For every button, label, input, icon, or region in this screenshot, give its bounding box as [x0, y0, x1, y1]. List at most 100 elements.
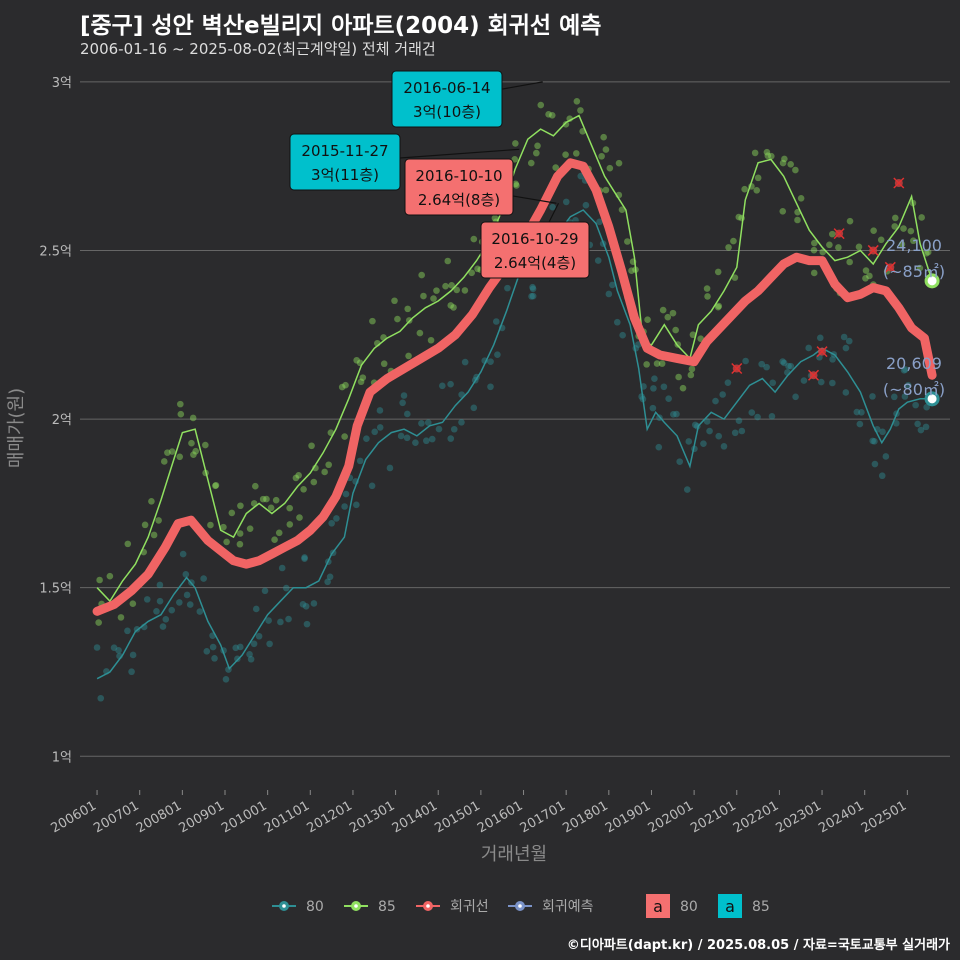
scatter-point-80 [715, 432, 723, 440]
scatter-point-85 [188, 439, 195, 447]
outlier-x-mark [816, 346, 828, 358]
scatter-point-80 [376, 407, 384, 414]
regression-line [92, 158, 937, 616]
scatter-point-80 [769, 379, 777, 387]
scatter-point-85 [450, 304, 457, 311]
scatter-point-85 [342, 381, 349, 389]
scatter-point-85 [679, 384, 687, 392]
scatter-point-80 [845, 337, 853, 345]
x-tick-label: 202401 [816, 798, 866, 836]
scatter-point-80 [400, 392, 408, 399]
scatter-point-80 [829, 356, 836, 363]
scatter-point-80 [882, 453, 890, 460]
scatter-point-80 [754, 413, 761, 421]
scatter-point-80 [780, 359, 788, 367]
end-point-marker [924, 273, 940, 289]
scatter-point-80 [879, 428, 886, 436]
scatter-point-85 [300, 485, 307, 493]
scatter-point-85 [810, 246, 818, 254]
scatter-point-80 [650, 385, 657, 392]
scatter-point-80 [904, 381, 912, 389]
scatter-point-80 [278, 564, 286, 572]
scatter-point-80 [853, 408, 861, 416]
scatter-point-85 [292, 474, 300, 482]
scatter-point-80 [124, 627, 131, 635]
scatter-point-85 [764, 152, 772, 160]
scatter-point-80 [787, 362, 795, 370]
scatter-point-85 [448, 281, 455, 289]
y-tick-label: 1억 [52, 750, 72, 765]
scatter-point-80 [97, 694, 105, 702]
scatter-point-85 [177, 410, 185, 418]
scatter-point-80 [529, 285, 537, 293]
legend-swatch-glyph: a [653, 897, 663, 916]
scatter-point-80 [549, 203, 556, 211]
scatter-point-80 [912, 401, 919, 409]
scatter-point-80 [299, 601, 307, 608]
scatter-point-80 [842, 389, 850, 396]
scatter-point-80 [342, 490, 350, 498]
scatter-point-80 [328, 519, 335, 527]
y-tick-label: 2.5억 [39, 244, 72, 259]
scatter-point-85 [155, 517, 162, 524]
scatter-point-85 [659, 306, 667, 314]
scatter-point-85 [212, 481, 220, 489]
scatter-point-85 [794, 216, 801, 224]
scatter-point-85 [730, 237, 737, 245]
scatter-point-85 [168, 448, 176, 455]
scatter-point-85 [252, 482, 259, 490]
scatter-point-80 [487, 383, 494, 391]
end-labels: 24,100 (~85㎡) 20,609 (~80㎡) [883, 236, 945, 407]
scatter-point-80 [594, 257, 602, 264]
scatter-point-80 [748, 409, 756, 416]
x-tick-label: 201901 [603, 798, 653, 836]
scatter-point-80 [673, 410, 680, 418]
annotation-date: 2016-06-14 [403, 79, 490, 97]
scatter-point-80 [869, 437, 876, 445]
scatter-point-80 [890, 393, 898, 401]
scatter-point-80 [93, 644, 101, 651]
scatter-point-80 [115, 647, 122, 654]
scatter-point-80 [917, 426, 925, 434]
legend-swatch-label: 85 [752, 899, 770, 915]
scatter-point-80 [871, 438, 878, 445]
scatter-point-80 [562, 198, 570, 206]
scatter-point-80 [255, 632, 263, 640]
scatter-point-85 [658, 360, 666, 367]
scatter-point-80 [376, 424, 384, 431]
scatter-point-80 [691, 421, 699, 429]
scatter-point-85 [898, 240, 906, 248]
x-tick-label: 201101 [262, 798, 312, 836]
scatter-point-80 [914, 420, 921, 428]
scatter-point-80 [649, 404, 657, 412]
scatter-point-80 [162, 616, 170, 623]
scatter-point-80 [742, 357, 749, 365]
scatter-point-85 [433, 287, 440, 294]
scatter-point-80 [492, 318, 500, 325]
scatter-point-85 [811, 239, 818, 247]
scatter-point-80 [447, 435, 455, 442]
scatter-point-80 [182, 571, 190, 578]
chart-title: [중구] 성안 벽산e빌리지 아파트(2004) 회귀선 예측 [80, 13, 602, 39]
scatter-point-85 [308, 442, 315, 450]
y-tick-label: 3억 [52, 76, 72, 91]
scatter-point-80 [143, 596, 151, 603]
legend-dot-center [282, 904, 286, 908]
scatter-point-85 [792, 166, 799, 174]
scatter-point-80 [179, 550, 187, 558]
scatter-point-80 [816, 334, 824, 342]
series-line-85 [96, 114, 933, 603]
scatter-point-85 [202, 441, 209, 449]
y-axis-title: 매매가(원) [6, 388, 27, 468]
legend-label-s80: 80 [306, 899, 324, 915]
scatter-point-85 [444, 257, 452, 265]
end-label-value: 24,100 [886, 236, 942, 255]
x-tick-label: 201701 [518, 798, 568, 836]
scatter-point-80 [324, 578, 331, 586]
scatter-point-80 [529, 292, 537, 300]
scatter-point-85 [286, 521, 294, 528]
legend-label-s85: 85 [378, 899, 396, 915]
annotation-date: 2016-10-10 [415, 167, 502, 185]
scatter-point-85 [768, 152, 775, 160]
